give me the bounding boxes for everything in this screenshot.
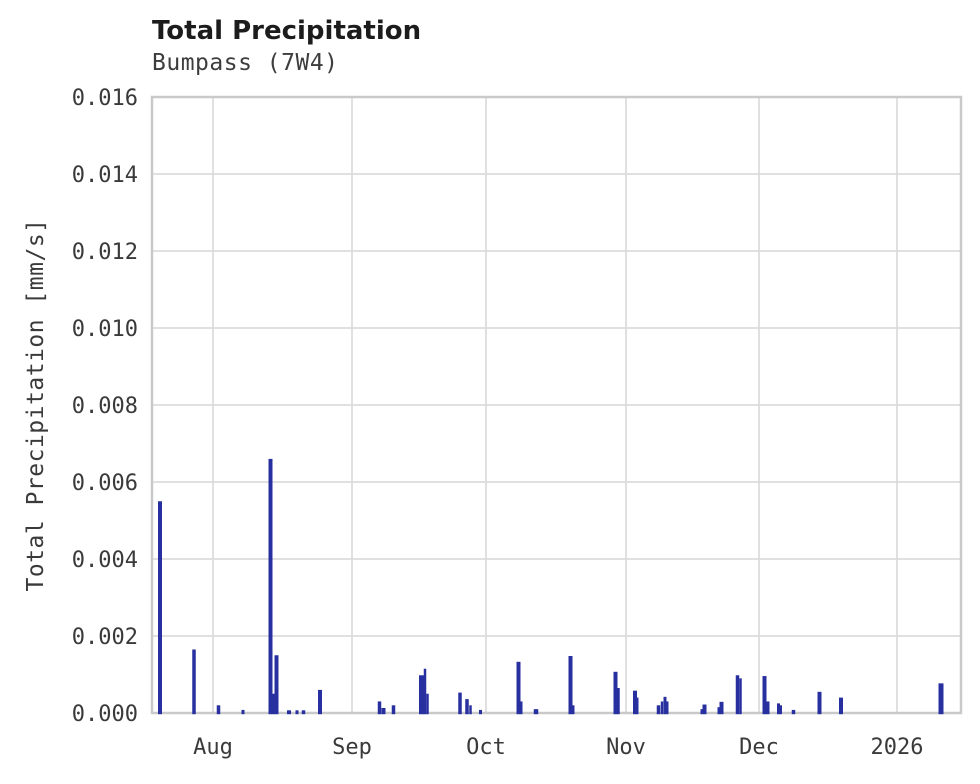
precip-spike	[666, 701, 669, 715]
y-tick-label: 0.000	[72, 702, 138, 727]
precip-spike	[381, 707, 386, 715]
precip-spike	[613, 671, 618, 715]
precip-spike	[663, 696, 667, 715]
precip-spike	[479, 709, 482, 715]
precip-spike	[572, 705, 575, 715]
precip-spike	[817, 691, 822, 715]
precip-spike	[719, 701, 724, 715]
precip-spike	[762, 676, 767, 715]
precip-spike	[636, 697, 639, 715]
y-axis-label: Total Precipitation [mm/s]	[23, 218, 49, 592]
precip-spike	[617, 687, 620, 715]
precip-spike	[268, 458, 273, 715]
precip-spike	[465, 699, 469, 715]
y-tick-label: 0.004	[72, 548, 138, 573]
precip-spike	[216, 705, 221, 715]
x-tick-label: Dec	[739, 735, 779, 760]
precip-spike	[780, 705, 782, 715]
y-tick-label: 0.014	[72, 163, 138, 188]
precip-spike	[656, 705, 661, 715]
x-tick-label: Aug	[193, 735, 233, 760]
y-tick-label: 0.012	[72, 240, 138, 265]
x-tick-label: 2026	[871, 735, 924, 760]
precip-spike	[533, 709, 539, 715]
precip-spike	[377, 701, 382, 715]
precip-spike	[739, 678, 742, 715]
precip-spike	[301, 710, 306, 715]
precip-spike	[391, 705, 396, 715]
precip-spike	[839, 697, 843, 715]
y-tick-label: 0.006	[72, 471, 138, 496]
precip-spike	[423, 668, 427, 715]
precip-spike	[287, 710, 291, 715]
precip-spike	[702, 704, 707, 715]
precip-spike	[717, 707, 720, 715]
precip-spike	[938, 683, 944, 715]
precip-spike	[426, 693, 429, 715]
plot-border	[150, 95, 963, 715]
precip-spike	[777, 703, 780, 715]
precip-spike	[766, 701, 770, 715]
precip-spike	[469, 705, 472, 715]
x-tick-label: Oct	[466, 735, 506, 760]
precip-spike	[660, 701, 664, 715]
precip-spike	[700, 709, 703, 715]
precip-spike	[272, 693, 275, 715]
x-tick-label: Sep	[332, 735, 372, 760]
y-tick-label: 0.002	[72, 625, 138, 650]
precip-spike	[274, 655, 279, 715]
chart-title: Total Precipitation	[152, 16, 422, 46]
precip-spike	[318, 689, 322, 715]
precip-spike	[520, 701, 523, 715]
precip-spike	[295, 710, 299, 715]
precip-spike	[158, 501, 162, 715]
y-tick-label: 0.010	[72, 317, 138, 342]
y-tick-label: 0.016	[72, 86, 138, 111]
precip-spike	[735, 675, 740, 715]
precip-spike	[458, 692, 462, 715]
precip-spike	[192, 649, 196, 715]
precip-spike	[568, 656, 573, 715]
precip-spike	[791, 709, 796, 715]
precip-spike	[633, 690, 637, 715]
y-tick-label: 0.008	[72, 394, 138, 419]
precip-spike	[241, 709, 245, 715]
x-tick-label: Nov	[606, 735, 646, 760]
chart-subtitle: Bumpass (7W4)	[152, 50, 339, 76]
precip-spike	[419, 675, 424, 715]
precip-spike	[516, 661, 521, 715]
